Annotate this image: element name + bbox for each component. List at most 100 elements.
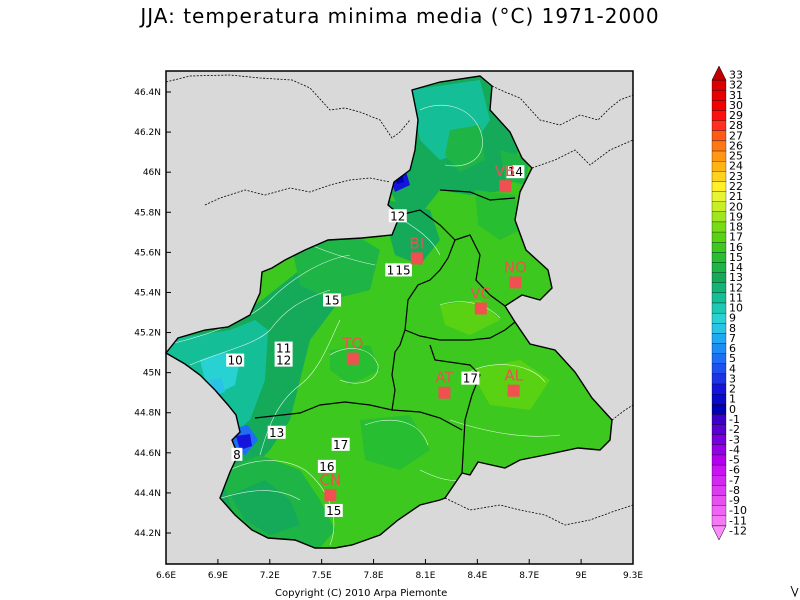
colorbar-label: 21 xyxy=(729,190,743,203)
contour-label: 15 xyxy=(395,263,410,277)
colorbar-swatch xyxy=(711,475,727,486)
latitude-axis: 46.4N 46.2N 46N 45.8N 45.6N 45.4N 45.2N 45N 44.8… xyxy=(134,88,171,539)
city-marker xyxy=(474,302,487,315)
colorbar-swatch xyxy=(711,353,727,364)
colorbar-label: 33 xyxy=(729,69,743,82)
colorbar-swatch xyxy=(711,434,727,445)
colorbar-label: 15 xyxy=(729,251,743,264)
lat-tick-label: 44.2N xyxy=(134,529,161,539)
colorbar-swatch xyxy=(711,424,727,435)
colorbar-swatch xyxy=(711,323,727,334)
colorbar-swatch xyxy=(711,495,727,506)
lat-tick-label: 46.4N xyxy=(134,88,161,98)
lat-tick-label: 45.4N xyxy=(134,288,161,298)
contour-labels: 141214151510111217138171615 xyxy=(226,165,525,518)
colorbar-label: -10 xyxy=(729,504,747,517)
lon-tick-label: 7.2E xyxy=(260,571,280,581)
province-boundary-cn xyxy=(254,401,463,431)
colorbar-label: 8 xyxy=(729,322,736,335)
colorbar-swatch xyxy=(711,373,727,385)
colorbar-label: 29 xyxy=(729,109,743,122)
lon-tick-label: 7.5E xyxy=(312,571,332,581)
colorbar-swatch xyxy=(711,262,727,273)
lon-tick-label: 9E xyxy=(575,571,587,581)
lat-tick-label: 45.8N xyxy=(134,208,161,218)
edge-glyph xyxy=(790,585,799,598)
colorbar-label: -3 xyxy=(729,433,740,446)
colorbar-label: 5 xyxy=(729,352,736,365)
city-label: VC xyxy=(470,284,491,302)
lon-tick-label: 9.3E xyxy=(623,571,643,581)
city-label: AL xyxy=(504,367,523,385)
colorbar-swatch xyxy=(711,181,727,192)
contour-label: 17 xyxy=(463,372,478,386)
colorbar-label: 22 xyxy=(729,180,743,193)
colorbar-label: 25 xyxy=(729,150,743,163)
colorbar-label: 9 xyxy=(729,312,736,325)
lat-tick-label: 46.2N xyxy=(134,128,161,138)
lat-tick-label: 44.6N xyxy=(134,449,161,459)
colorbar-label: 17 xyxy=(729,231,743,244)
colorbar-swatch xyxy=(711,252,727,263)
colorbar-label: 31 xyxy=(729,89,743,102)
colorbar-swatch xyxy=(711,282,727,294)
colorbar-label: 28 xyxy=(729,119,743,132)
colorbar-label: 14 xyxy=(729,261,743,274)
colorbar-swatch xyxy=(711,312,727,324)
map-title: JJA: temperatura minima media (°C) 1971-… xyxy=(140,4,660,28)
colorbar-label: 2 xyxy=(729,383,736,396)
lon-tick-label: 6.9E xyxy=(208,571,228,581)
colorbar-label: -4 xyxy=(729,443,740,456)
colorbar-label: 20 xyxy=(729,200,743,213)
colorbar-swatch xyxy=(711,221,727,233)
colorbar-swatch xyxy=(711,79,727,91)
colorbar-swatch xyxy=(711,505,727,516)
city-label: BI xyxy=(409,234,424,252)
colorbar-label: 1 xyxy=(729,393,736,406)
colorbar-label: 7 xyxy=(729,332,736,345)
province-boundary-bi xyxy=(399,209,456,331)
province-boundary-at-al xyxy=(429,344,481,474)
colorbar: 3332313029282726252423222120191817161514… xyxy=(711,65,747,541)
city-label: AT xyxy=(435,369,454,387)
colorbar-swatch xyxy=(711,404,727,415)
province-boundary-vco xyxy=(439,189,516,201)
lon-tick-label: 8.7E xyxy=(519,571,539,581)
colorbar-swatch xyxy=(711,525,727,541)
colorbar-swatch xyxy=(711,130,727,142)
colorbar-label: -1 xyxy=(729,413,740,426)
province-boundary-vc-al xyxy=(404,321,516,341)
colorbar-label: 16 xyxy=(729,241,743,254)
colorbar-swatch xyxy=(711,90,727,101)
colorbar-label: 32 xyxy=(729,79,743,92)
colorbar-swatch xyxy=(711,100,727,111)
city-markers: VB BI NO VC TO AT AL CN xyxy=(319,162,527,501)
colorbar-swatch xyxy=(711,211,727,223)
colorbar-swatch xyxy=(711,454,727,466)
colorbar-swatch xyxy=(711,201,727,212)
city-label: TO xyxy=(341,335,363,353)
colorbar-swatch xyxy=(711,191,727,202)
colorbar-label: 6 xyxy=(729,342,736,355)
colorbar-swatch xyxy=(711,120,727,131)
contour-label: 14 xyxy=(508,165,523,179)
colorbar-swatch xyxy=(711,110,727,121)
contour-label: 12 xyxy=(276,354,291,368)
lat-tick-label: 45.6N xyxy=(134,248,161,258)
lon-tick-label: 7.8E xyxy=(364,571,384,581)
city-marker xyxy=(324,488,337,501)
colorbar-label: 10 xyxy=(729,302,743,315)
copyright-notice: Copyright (C) 2010 Arpa Piemonte xyxy=(275,588,448,599)
colorbar-label: 18 xyxy=(729,221,743,234)
colorbar-swatch xyxy=(711,414,727,425)
colorbar-swatch xyxy=(711,140,727,152)
colorbar-label: 11 xyxy=(729,291,743,304)
city-label: VB xyxy=(495,162,516,180)
city-marker xyxy=(509,276,522,289)
city-marker xyxy=(410,252,423,265)
colorbar-label: -6 xyxy=(729,464,740,477)
colorbar-label: 24 xyxy=(729,160,743,173)
lon-tick-label: 6.6E xyxy=(156,571,176,581)
colorbar-swatch xyxy=(711,171,727,182)
